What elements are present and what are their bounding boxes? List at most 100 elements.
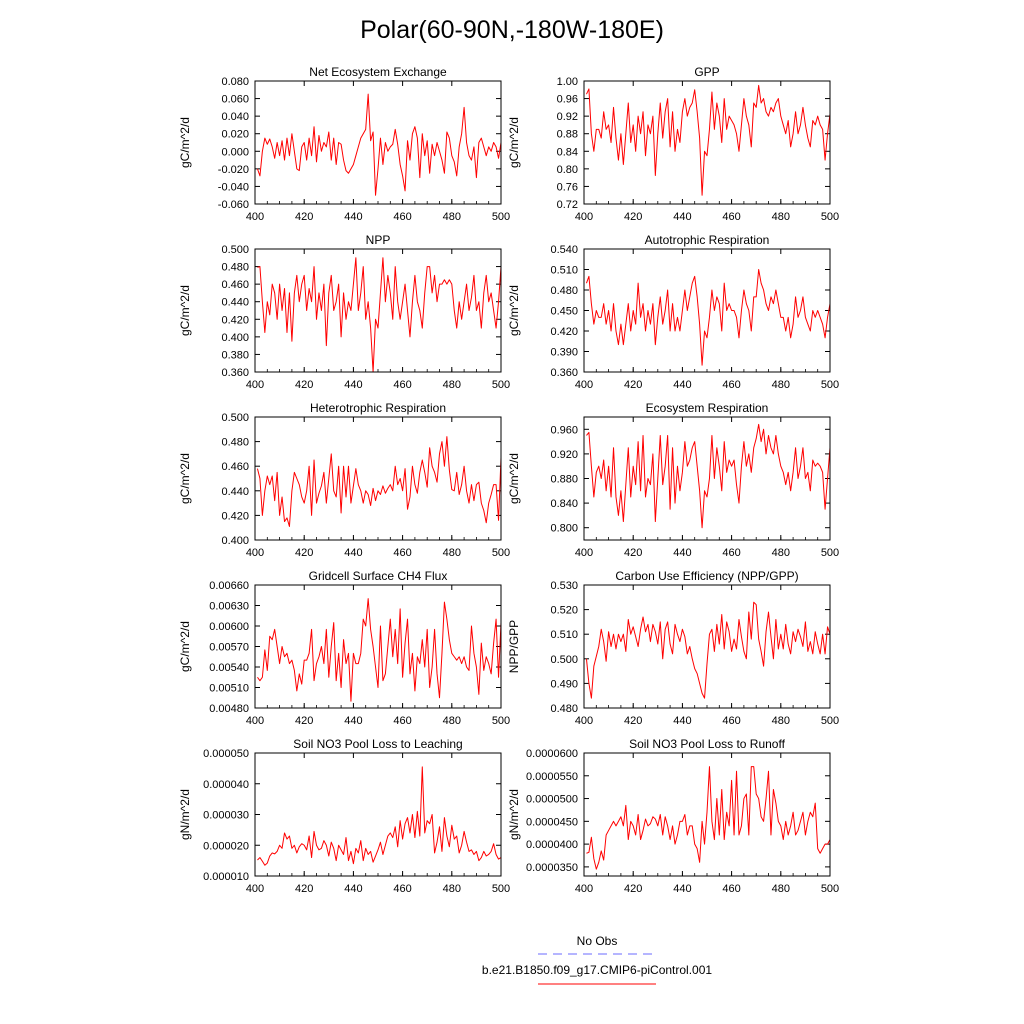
x-tick-label: 480 <box>772 883 790 895</box>
y-tick-label: 0.000050 <box>203 748 249 760</box>
y-tick-label: 0.00510 <box>209 683 249 695</box>
y-tick-label: 0.380 <box>221 349 249 361</box>
x-tick-label: 500 <box>821 715 839 727</box>
x-tick-label: 420 <box>295 883 313 895</box>
x-tick-label: 440 <box>344 715 362 727</box>
x-tick-label: 460 <box>722 379 740 391</box>
y-tick-label: 0.920 <box>550 449 578 461</box>
plot-frame <box>254 416 502 541</box>
x-tick-label: 480 <box>772 211 790 223</box>
chart-title: Net Ecosystem Exchange <box>309 65 447 79</box>
y-tick-label: 0.360 <box>550 367 578 379</box>
y-tick-label: 0.020 <box>221 129 249 141</box>
y-tick-label: 0.460 <box>221 461 249 473</box>
x-tick-label: 400 <box>575 547 593 559</box>
x-tick-label: 460 <box>393 547 411 559</box>
chart-title: Gridcell Surface CH4 Flux <box>309 569 448 583</box>
x-tick-label: 420 <box>624 211 642 223</box>
y-tick-label: 0.420 <box>550 326 578 338</box>
chart-panels: Net Ecosystem Exchange gC/m^2/d 400 420 440 4… <box>178 65 839 895</box>
data-series-line <box>256 436 502 527</box>
chart-title: Heterotrophic Respiration <box>310 401 446 415</box>
x-tick-label: 500 <box>821 379 839 391</box>
y-tick-label: 0.480 <box>550 285 578 297</box>
y-axis-label: NPP/GPP <box>507 620 521 673</box>
x-tick-label: 400 <box>246 715 264 727</box>
chart-title: Carbon Use Efficiency (NPP/GPP) <box>615 569 798 583</box>
x-tick-label: 420 <box>624 715 642 727</box>
x-tick-label: 440 <box>344 379 362 391</box>
plot-frame <box>583 248 831 373</box>
x-tick-label: 420 <box>295 715 313 727</box>
y-tick-label: 0.500 <box>550 654 578 666</box>
x-tick-label: 480 <box>443 379 461 391</box>
y-tick-label: 0.000030 <box>203 810 249 822</box>
y-tick-label: 0.840 <box>550 498 578 510</box>
y-tick-label: 0.000010 <box>203 871 249 883</box>
data-series-line <box>586 423 831 529</box>
data-series-line <box>257 257 502 373</box>
y-tick-label: 0.500 <box>221 244 249 256</box>
data-series-line <box>585 269 831 366</box>
x-tick-label: 480 <box>772 547 790 559</box>
y-tick-label: 0.00480 <box>209 703 249 715</box>
x-tick-label: 400 <box>246 547 264 559</box>
x-tick-label: 400 <box>575 211 593 223</box>
x-tick-label: 440 <box>344 547 362 559</box>
y-axis-label: gC/m^2/d <box>178 453 192 504</box>
y-tick-label: 0.480 <box>221 262 249 274</box>
x-tick-label: 400 <box>246 379 264 391</box>
x-tick-label: 460 <box>393 379 411 391</box>
x-tick-label: 500 <box>821 547 839 559</box>
legend: No Obs b.e21.B1850.f09_g17.CMIP6-piContr… <box>482 934 712 985</box>
chart-title: GPP <box>694 65 719 79</box>
x-tick-label: 500 <box>492 211 510 223</box>
x-tick-label: 480 <box>772 715 790 727</box>
y-tick-label: 0.040 <box>221 111 249 123</box>
y-tick-label: 0.420 <box>221 314 249 326</box>
data-series-line <box>586 84 831 196</box>
y-tick-label: 0.00570 <box>209 642 249 654</box>
y-tick-label: 0.440 <box>221 486 249 498</box>
x-tick-label: 420 <box>624 547 642 559</box>
y-tick-label: 0.00540 <box>209 662 249 674</box>
y-tick-label: 0.400 <box>221 332 249 344</box>
x-tick-label: 480 <box>772 379 790 391</box>
x-tick-label: 460 <box>393 211 411 223</box>
y-tick-label: 0.0000500 <box>526 794 578 806</box>
data-series-line <box>586 766 831 870</box>
data-series-line <box>257 598 502 702</box>
plot-frame <box>583 80 831 205</box>
y-axis-label: gC/m^2/d <box>507 117 521 168</box>
y-tick-label: 0.88 <box>557 129 578 141</box>
chart-panel: Soil NO3 Pool Loss to Leaching gN/m^2/d 40… <box>178 737 510 895</box>
y-axis-label: gC/m^2/d <box>178 117 192 168</box>
y-tick-label: -0.060 <box>218 199 249 211</box>
plot-frame <box>254 80 502 205</box>
x-tick-label: 440 <box>673 715 691 727</box>
x-tick-label: 420 <box>624 379 642 391</box>
chart-panel: Heterotrophic Respiration gC/m^2/d 400 420 4… <box>178 401 510 559</box>
x-tick-label: 460 <box>393 883 411 895</box>
plot-frame <box>583 752 831 877</box>
y-tick-label: 0.490 <box>550 678 578 690</box>
x-tick-label: 420 <box>624 883 642 895</box>
y-axis-label: gC/m^2/d <box>178 621 192 672</box>
chart-panel: NPP gC/m^2/d 400 420 440 460 480 500 0.360 0.380 0… <box>178 233 510 391</box>
y-tick-label: 0.440 <box>221 297 249 309</box>
chart-title: Autotrophic Respiration <box>645 233 770 247</box>
x-tick-label: 500 <box>821 883 839 895</box>
y-tick-label: 0.00660 <box>209 580 249 592</box>
x-tick-label: 460 <box>722 883 740 895</box>
y-tick-label: 0.500 <box>221 412 249 424</box>
plot-frame <box>254 752 502 877</box>
chart-title: Soil NO3 Pool Loss to Leaching <box>293 737 462 751</box>
data-series-line <box>585 601 831 699</box>
y-tick-label: -0.040 <box>218 181 249 193</box>
chart-title: Soil NO3 Pool Loss to Runoff <box>629 737 786 751</box>
x-tick-label: 420 <box>295 547 313 559</box>
x-tick-label: 500 <box>492 547 510 559</box>
plot-frame <box>583 416 831 541</box>
y-axis-label: gN/m^2/d <box>507 789 521 840</box>
